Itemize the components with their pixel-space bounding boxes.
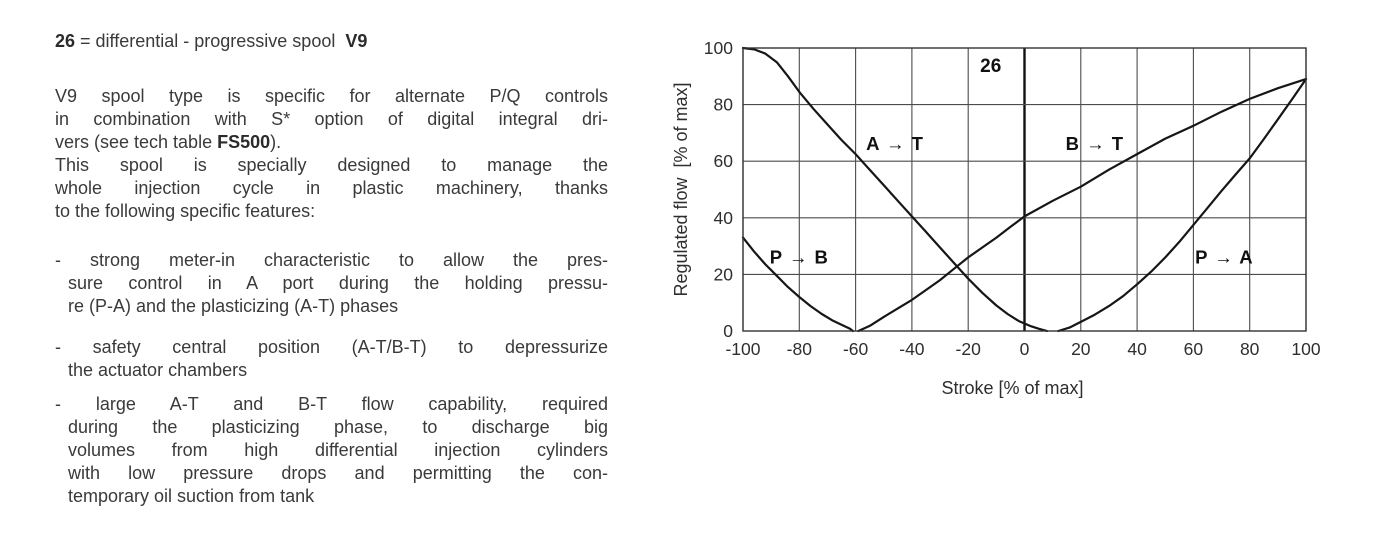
x-tick-label: -20 xyxy=(956,339,982,359)
y-tick-label: 60 xyxy=(714,151,734,171)
bullet-line: - safety central position (A-T/B-T) to d… xyxy=(55,337,608,357)
flow-vs-stroke-chart: -100 -80 -60 -40 -20 0 20 40 60 80 100 0 20 40 60 80 100… xyxy=(655,20,1355,420)
x-tick-label: 0 xyxy=(1020,339,1030,359)
spool-title-text: = differential - progressive spool xyxy=(75,31,346,51)
curve-A-T xyxy=(741,46,1049,333)
curve-B-T xyxy=(857,78,1308,333)
bullet-line: sure control in A port during the holdin… xyxy=(68,273,608,293)
bullet-line: with low pressure drops and permitting t… xyxy=(68,463,608,483)
spool-code: 26 xyxy=(55,31,76,51)
flow-vs-stroke-chart-svg: -100 -80 -60 -40 -20 0 20 40 60 80 100 0 20 40 60 80 100… xyxy=(671,38,1321,398)
x-tick-label: 60 xyxy=(1184,339,1204,359)
y-tick-label: 40 xyxy=(714,208,734,228)
curve-label-P-A: P → A xyxy=(1195,246,1253,267)
bullet-line: - large A-T and B-T flow capability, req… xyxy=(55,394,608,414)
curve-label-A-T: A → T xyxy=(866,133,924,154)
description-column: 26 = differential - progressive spool V9… xyxy=(55,30,608,508)
paragraph-line: V9 spool type is specific for alternate … xyxy=(55,86,608,106)
paragraph-line: This spool is specially designed to mana… xyxy=(55,155,608,175)
paragraph-text: vers (see tech table xyxy=(55,132,218,152)
bullet-line: the actuator chambers xyxy=(68,360,248,380)
paragraph-line: whole injection cycle in plastic machine… xyxy=(55,178,608,198)
x-tick-label: -80 xyxy=(787,339,813,359)
spool-title: 26 = differential - progressive spool V9 xyxy=(55,30,608,53)
feature-bullet-flow-capability: - large A-T and B-T flow capability, req… xyxy=(55,393,608,508)
paragraph-line: to the following specific features: xyxy=(55,201,316,221)
feature-bullet-meter-in: - strong meter-in characteristic to allo… xyxy=(55,249,608,318)
x-tick-label: 100 xyxy=(1291,339,1320,359)
x-axis-title: Stroke [% of max] xyxy=(941,378,1083,398)
feature-bullet-safety-position: - safety central position (A-T/B-T) to d… xyxy=(55,336,608,382)
bullet-line: volumes from high differential injection… xyxy=(68,440,608,460)
x-tick-label: -100 xyxy=(725,339,760,359)
tech-table-ref: FS500 xyxy=(217,132,271,152)
y-tick-label: 20 xyxy=(714,264,734,284)
curve-label-P-B: P → B xyxy=(770,246,829,267)
bullet-line: - strong meter-in characteristic to allo… xyxy=(55,250,608,270)
x-tick-label: 20 xyxy=(1071,339,1091,359)
curve-P-B xyxy=(741,236,854,333)
x-tick-label: -60 xyxy=(843,339,869,359)
x-tick-label: -40 xyxy=(899,339,925,359)
paragraph-text: ). xyxy=(270,132,282,152)
bullet-line: during the plasticizing phase, to discha… xyxy=(68,417,608,437)
curve-label-B-T: B → T xyxy=(1066,133,1124,154)
y-tick-label: 100 xyxy=(704,38,733,58)
bullet-line: re (P-A) and the plasticizing (A-T) phas… xyxy=(68,296,399,316)
intro-paragraph: V9 spool type is specific for alternate … xyxy=(55,85,608,223)
paragraph-line: in combination with S* option of digital… xyxy=(55,109,608,129)
spool-variant: V9 xyxy=(345,31,368,51)
curve-P-A xyxy=(1057,78,1308,333)
x-tick-label: 80 xyxy=(1240,339,1260,359)
bullet-line: temporary oil suction from tank xyxy=(68,486,315,506)
y-axis-title: Regulated flow [% of max] xyxy=(671,82,691,296)
chart-code-label: 26 xyxy=(980,56,1001,77)
y-tick-label: 0 xyxy=(723,321,733,341)
x-tick-label: 40 xyxy=(1127,339,1147,359)
y-tick-label: 80 xyxy=(714,95,734,115)
plot-frame xyxy=(742,47,1307,332)
paragraph-line: vers (see tech table FS500). xyxy=(55,131,608,154)
